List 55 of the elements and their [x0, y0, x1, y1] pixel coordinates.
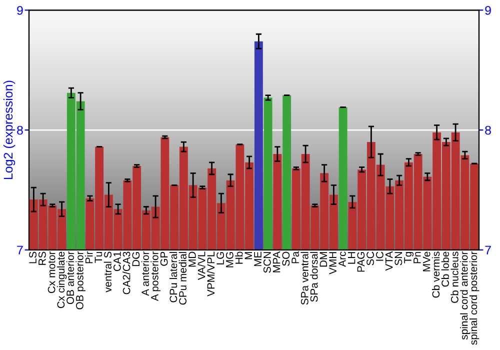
x-tick-label: LH [348, 252, 356, 264]
x-tick-label: CPu medial [178, 252, 186, 305]
x-tick-label: MG [226, 252, 234, 268]
x-tick-label: LG [216, 252, 224, 264]
x-tick-label: SPa dorsal [310, 252, 318, 302]
x-tick-label: CA1 [113, 252, 121, 272]
x-tick-label: Cx cingulate [56, 252, 67, 308]
x-tick-label: PAG [357, 252, 365, 272]
x-tick-label: ME [254, 252, 262, 266]
x-tick-label: MPA [272, 251, 280, 272]
x-tick-label: MD [188, 252, 196, 267]
y-tick-label: 9 [17, 6, 23, 15]
x-tick-label: SC [366, 252, 374, 266]
y-tick-label: 7 [17, 246, 23, 254]
x-tick-label: Pir [85, 251, 93, 264]
x-tick-label: IC [376, 252, 384, 261]
x-tick-label: SCN [263, 252, 271, 273]
x-tick-label: ventral S [104, 252, 112, 292]
x-tick-label: Tg [404, 252, 414, 264]
x-tick-label: A anterior [141, 251, 149, 296]
x-tick-label: Tu [94, 252, 102, 263]
x-tick-label: Cb vermis [432, 252, 440, 298]
x-tick-label: CA2/CA3 [122, 252, 130, 294]
x-tick-label: spinal cord posterior [469, 251, 480, 345]
x-tick-label: Arc [338, 252, 346, 267]
x-tick-label: VPM/VPL [206, 252, 215, 296]
y2-tick-label: 8 [485, 126, 491, 135]
x-tick-label: Pn [414, 252, 421, 264]
x-tick-label: VTA [385, 251, 393, 271]
x-tick-label: DG [132, 252, 140, 266]
x-tick-label: Cb lobe [441, 252, 449, 287]
y2-tick-label: 7 [485, 246, 491, 254]
x-tick-label: GP [160, 252, 168, 266]
x-tick-label: CPu lateral [169, 252, 178, 302]
y-tick-label: 8 [17, 126, 23, 135]
x-tick-label: RS [38, 252, 46, 265]
x-tick-label: A posterior [150, 251, 160, 302]
x-tick-label: VA/VL [198, 252, 206, 280]
y2-tick-label: 9 [485, 6, 491, 15]
x-tick-label: M [244, 252, 252, 260]
x-tick-label: OB posterior [76, 251, 86, 310]
x-tick-label: OB anterior [66, 251, 74, 304]
x-tick-label: SPa ventral [300, 252, 308, 305]
x-tick-label: SO [282, 252, 290, 266]
x-tick-label: LS [29, 252, 36, 264]
x-tick-label: spinal cord anterior [460, 251, 470, 340]
x-tick-label: Pa [292, 251, 299, 264]
x-tick-label: Cb nucleus [450, 252, 458, 303]
x-tick-label: Cx motor [48, 251, 56, 294]
x-tick-label: MVe [422, 252, 430, 272]
x-tick-label: Hb [235, 252, 243, 264]
x-tick-label: SN [394, 252, 402, 266]
y-axis-title: Log2 (expression) [3, 80, 16, 180]
x-tick-label: VMH [329, 252, 336, 274]
x-tick-label: DM [320, 252, 328, 267]
